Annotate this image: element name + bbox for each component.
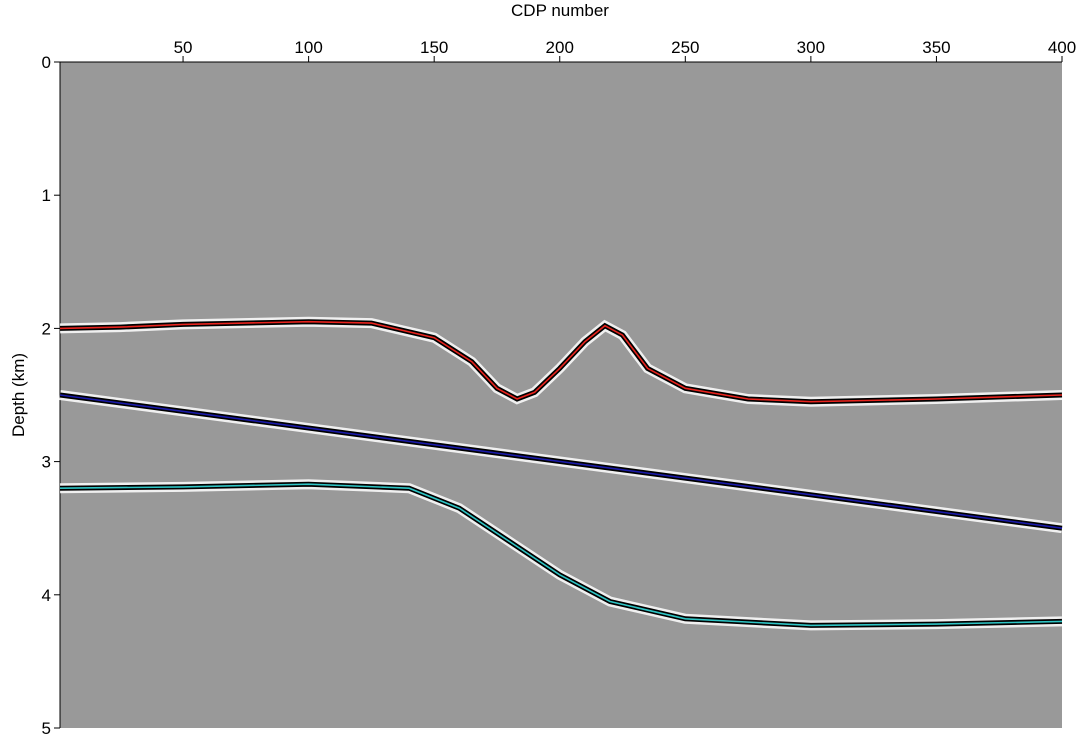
y-tick-label: 0 [42, 53, 51, 72]
y-tick-label: 3 [42, 453, 51, 472]
x-tick-label: 150 [420, 38, 448, 57]
x-tick-label: 350 [922, 38, 950, 57]
chart: CDP number Depth (km) 501001502002503003… [0, 0, 1088, 742]
y-tick-label: 2 [42, 319, 51, 338]
y-axis-label: Depth (km) [9, 353, 28, 437]
x-tick-label: 400 [1048, 38, 1076, 57]
x-tick-label: 250 [671, 38, 699, 57]
y-tick-label: 1 [42, 186, 51, 205]
x-tick-label: 300 [797, 38, 825, 57]
x-tick-label: 100 [294, 38, 322, 57]
x-axis-label: CDP number [511, 1, 609, 20]
y-tick-label: 5 [42, 719, 51, 738]
x-tick-label: 50 [174, 38, 193, 57]
y-tick-label: 4 [42, 586, 51, 605]
x-tick-label: 200 [546, 38, 574, 57]
